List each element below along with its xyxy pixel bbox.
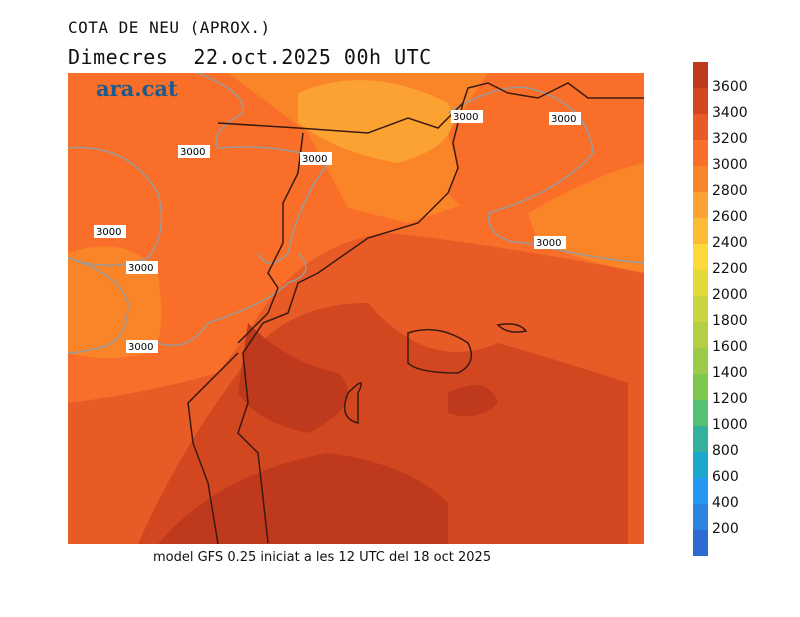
colorbar-segment: [693, 452, 708, 478]
colorbar-segment: [693, 374, 708, 400]
contour-label: 3000: [453, 112, 478, 123]
colorbar-segment: [693, 244, 708, 270]
contour-label: 3000: [551, 114, 576, 125]
colorbar-segment: [693, 296, 708, 322]
colorbar-label: 3400: [712, 105, 748, 121]
colorbar-segment: [693, 270, 708, 296]
colorbar-label: 2600: [712, 209, 748, 225]
contour-label: 3000: [180, 147, 205, 158]
colorbar-label: 1200: [712, 391, 748, 407]
colorbar-segment: [693, 426, 708, 452]
colorbar: [693, 62, 708, 556]
colorbar-segment: [693, 322, 708, 348]
snow-level-map: 3000 3000 3000 3000 3000 3000 3000 3000: [68, 73, 644, 544]
colorbar-label: 600: [712, 469, 739, 485]
colorbar-segment: [693, 218, 708, 244]
colorbar-segment: [693, 140, 708, 166]
colorbar-label: 3000: [712, 157, 748, 173]
contour-label: 3000: [128, 342, 153, 353]
colorbar-segment: [693, 114, 708, 140]
contour-label: 3000: [96, 227, 121, 238]
coastline-borders: [187, 82, 644, 544]
colorbar-label: 1400: [712, 365, 748, 381]
colorbar-segment: [693, 530, 708, 556]
contour-label: 3000: [128, 263, 153, 274]
colorbar-label: 1600: [712, 339, 748, 355]
model-footer: model GFS 0.25 iniciat a les 12 UTC del …: [153, 550, 492, 565]
colorbar-segment: [693, 88, 708, 114]
contour-label: 3000: [536, 238, 561, 249]
map-title: COTA DE NEU (APROX.): [68, 18, 271, 37]
colorbar-segment: [693, 166, 708, 192]
colorbar-segment: [693, 192, 708, 218]
colorbar-label: 400: [712, 495, 739, 511]
contour-labels: 3000 3000 3000 3000 3000 3000 3000 3000: [94, 110, 581, 353]
colorbar-label: 1800: [712, 313, 748, 329]
colorbar-label: 3200: [712, 131, 748, 147]
colorbar-segment: [693, 348, 708, 374]
colorbar-segment: [693, 400, 708, 426]
colorbar-label: 2400: [712, 235, 748, 251]
colorbar-label: 200: [712, 521, 739, 537]
colorbar-segment: [693, 478, 708, 504]
contour-label: 3000: [302, 154, 327, 165]
colorbar-label: 2800: [712, 183, 748, 199]
colorbar-label: 3600: [712, 79, 748, 95]
colorbar-label: 2000: [712, 287, 748, 303]
colorbar-label: 1000: [712, 417, 748, 433]
colorbar-segment: [693, 62, 708, 88]
contour-3000-line: [68, 73, 644, 354]
colorbar-label: 800: [712, 443, 739, 459]
ara-cat-logo: ara.cat: [96, 76, 178, 101]
colorbar-segment: [693, 504, 708, 530]
colorbar-label: 2200: [712, 261, 748, 277]
map-date: Dimecres 22.oct.2025 00h UTC: [68, 45, 432, 69]
